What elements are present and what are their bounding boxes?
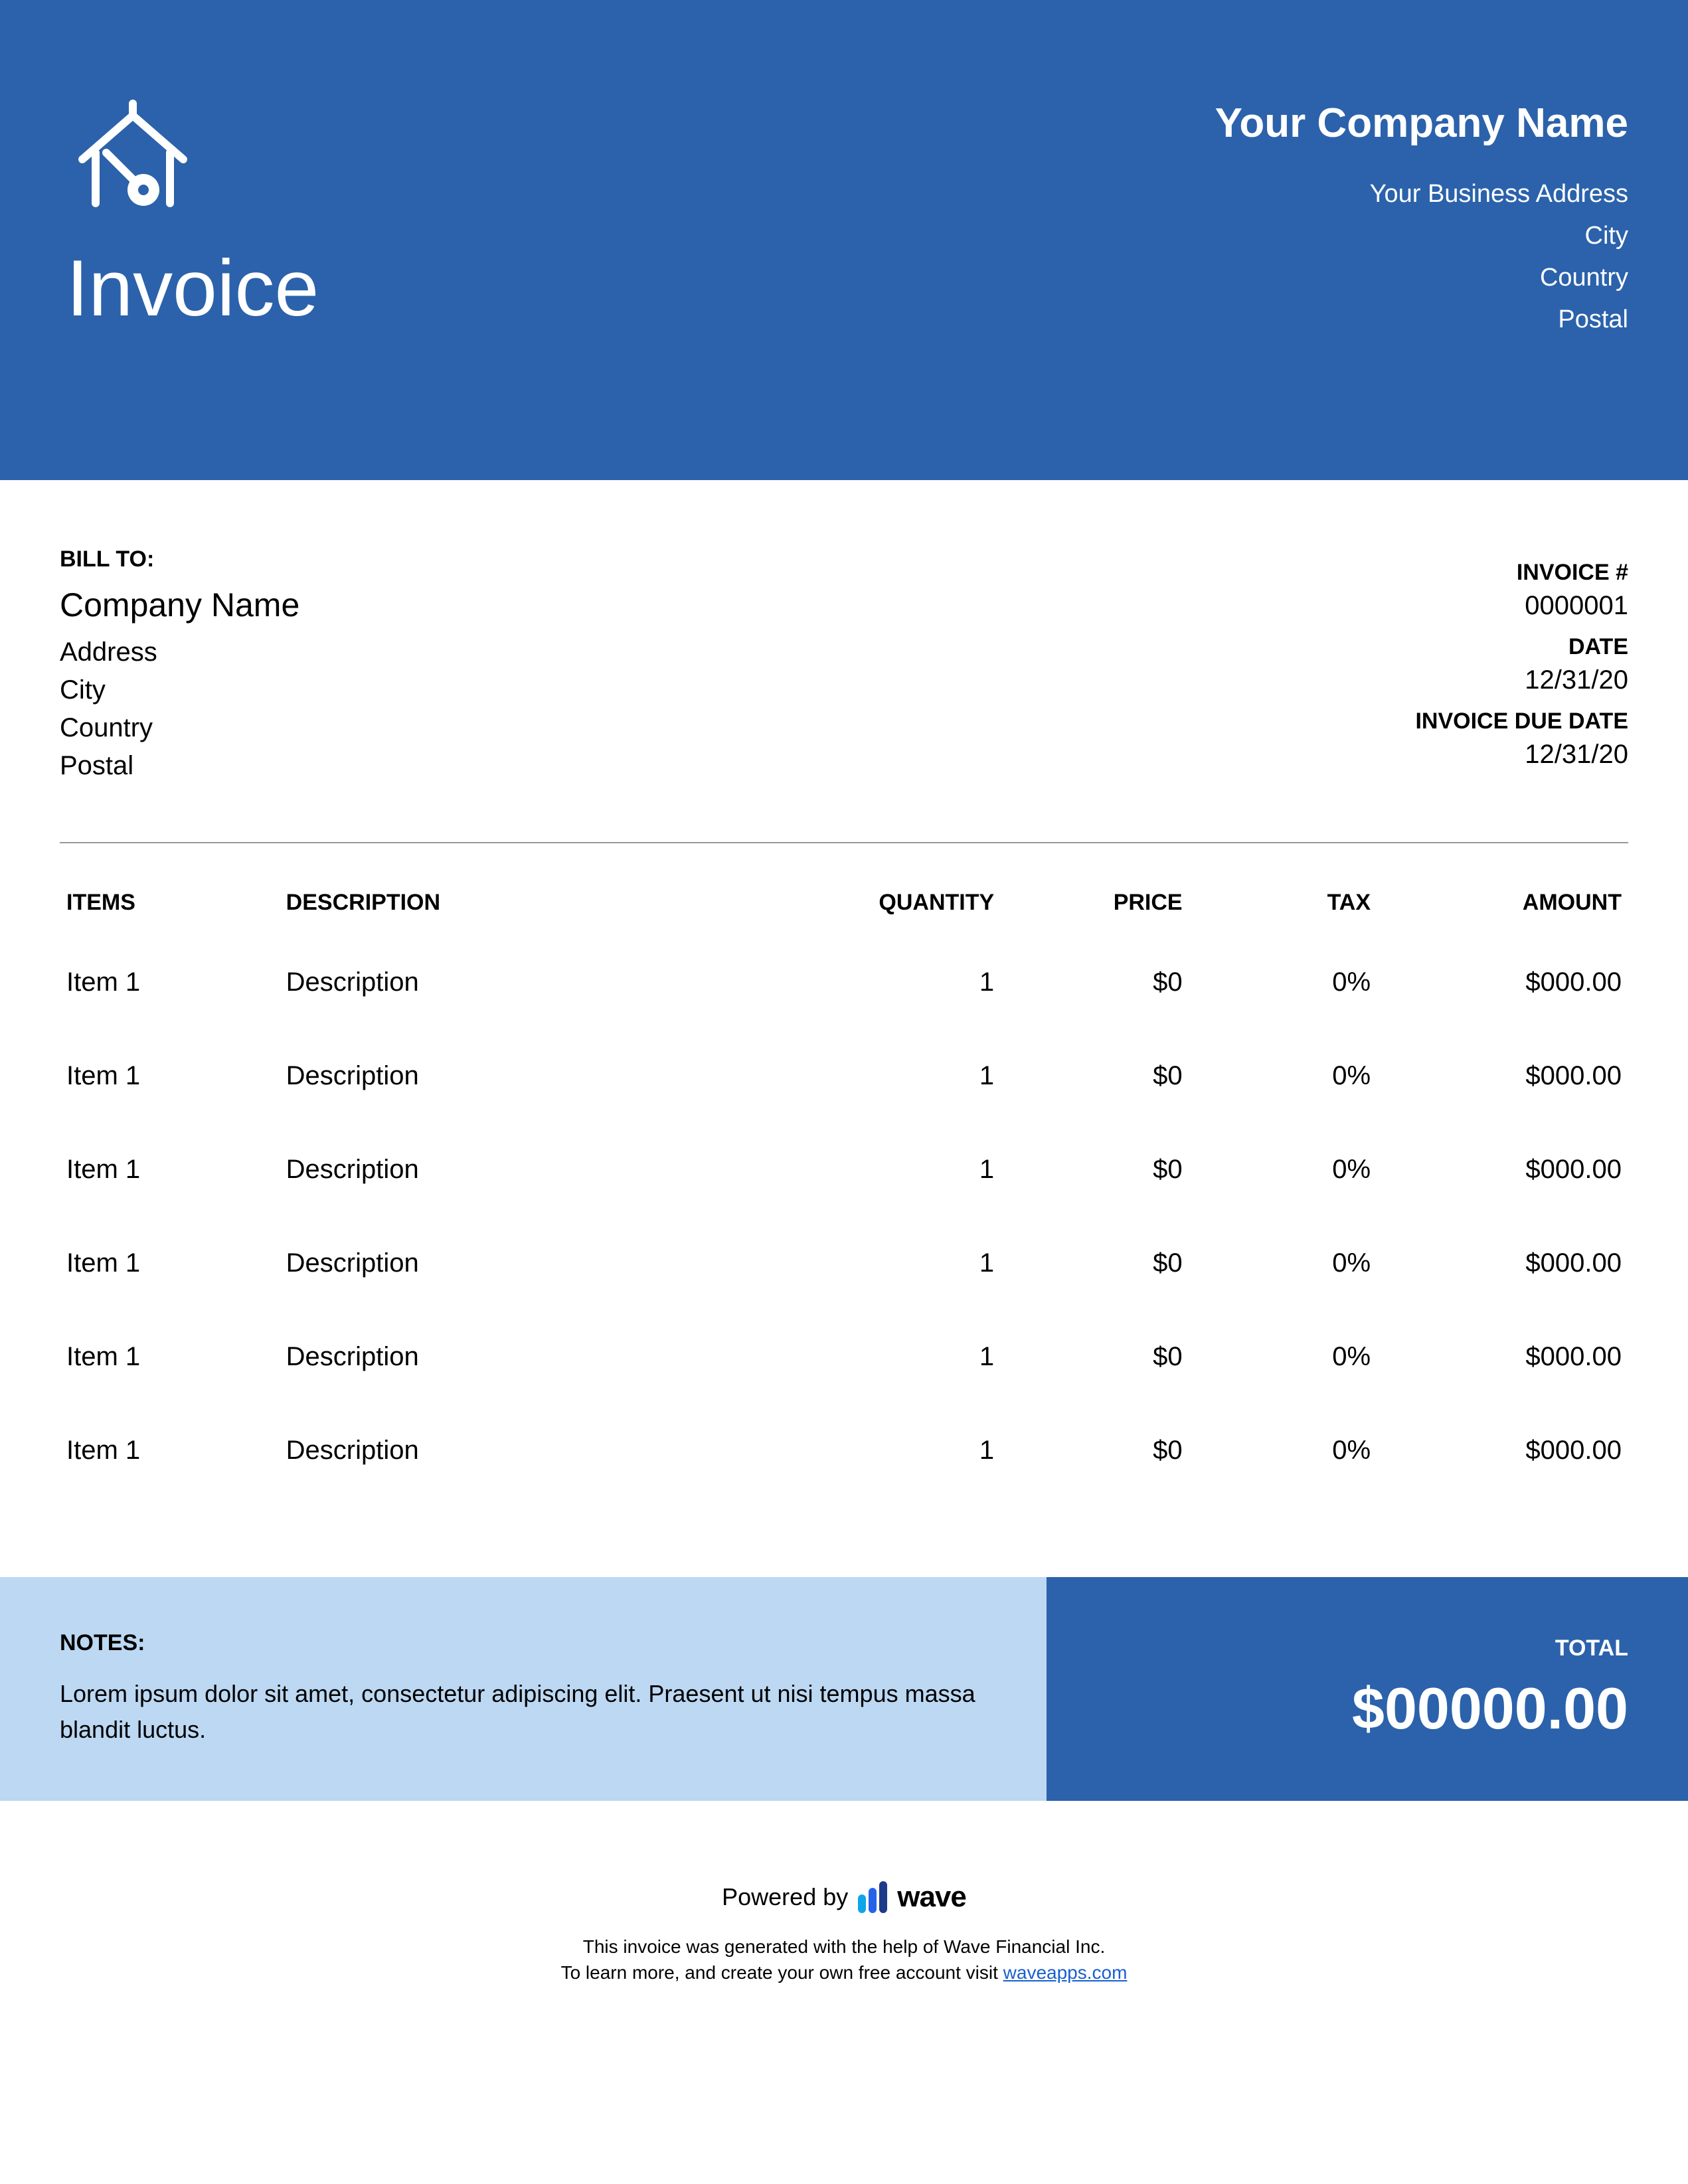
document-title: Invoice xyxy=(66,242,319,334)
fine-print: This invoice was generated with the help… xyxy=(0,1934,1688,1985)
table-row: Item 1Description1$00%$000.00 xyxy=(60,1123,1628,1217)
bill-to-postal: Postal xyxy=(60,751,299,781)
cell-tax: 0% xyxy=(1189,1123,1377,1217)
cell-quantity: 1 xyxy=(782,1404,1001,1497)
company-country: Country xyxy=(1215,264,1628,292)
fine-print-line2: To learn more, and create your own free … xyxy=(0,1960,1688,1985)
bill-to-address: Address xyxy=(60,637,299,667)
company-postal: Postal xyxy=(1215,305,1628,334)
cell-quantity: 1 xyxy=(782,1310,1001,1404)
th-items: ITEMS xyxy=(60,870,280,936)
invoice-number: 0000001 xyxy=(1415,591,1628,621)
cell-price: $0 xyxy=(1001,1217,1189,1310)
table-row: Item 1Description1$00%$000.00 xyxy=(60,1404,1628,1497)
cell-description: Description xyxy=(280,1029,782,1123)
invoice-due-label: INVOICE DUE DATE xyxy=(1415,709,1628,734)
cell-tax: 0% xyxy=(1189,1310,1377,1404)
waveapps-link[interactable]: waveapps.com xyxy=(1003,1962,1128,1983)
items-table: ITEMS DESCRIPTION QUANTITY PRICE TAX AMO… xyxy=(60,870,1628,1497)
th-price: PRICE xyxy=(1001,870,1189,936)
total-block: TOTAL $00000.00 xyxy=(1047,1577,1688,1801)
divider xyxy=(60,842,1628,843)
powered-by: Powered by wave xyxy=(0,1881,1688,1914)
cell-tax: 0% xyxy=(1189,1217,1377,1310)
header-right: Your Company Name Your Business Address … xyxy=(1215,100,1628,347)
table-row: Item 1Description1$00%$000.00 xyxy=(60,936,1628,1029)
cell-tax: 0% xyxy=(1189,1404,1377,1497)
notes-label: NOTES: xyxy=(60,1630,987,1656)
cell-tax: 0% xyxy=(1189,1029,1377,1123)
cell-description: Description xyxy=(280,1310,782,1404)
cell-quantity: 1 xyxy=(782,1217,1001,1310)
company-name: Your Company Name xyxy=(1215,100,1628,147)
cell-price: $0 xyxy=(1001,1310,1189,1404)
cell-item: Item 1 xyxy=(60,936,280,1029)
invoice-date-label: DATE xyxy=(1415,634,1628,660)
bill-to-city: City xyxy=(60,675,299,705)
cell-amount: $000.00 xyxy=(1377,1404,1628,1497)
company-city: City xyxy=(1215,222,1628,250)
cell-price: $0 xyxy=(1001,1029,1189,1123)
table-row: Item 1Description1$00%$000.00 xyxy=(60,1029,1628,1123)
cell-description: Description xyxy=(280,936,782,1029)
cell-amount: $000.00 xyxy=(1377,1123,1628,1217)
th-description: DESCRIPTION xyxy=(280,870,782,936)
powered-by-text: Powered by xyxy=(722,1883,848,1911)
cell-item: Item 1 xyxy=(60,1029,280,1123)
notes-block: NOTES: Lorem ipsum dolor sit amet, conse… xyxy=(0,1577,1047,1801)
th-amount: AMOUNT xyxy=(1377,870,1628,936)
cell-quantity: 1 xyxy=(782,936,1001,1029)
invoice-header: Invoice Your Company Name Your Business … xyxy=(0,0,1688,480)
cell-description: Description xyxy=(280,1404,782,1497)
footer-block: NOTES: Lorem ipsum dolor sit amet, conse… xyxy=(0,1577,1688,1801)
invoice-meta-block: INVOICE # 0000001 DATE 12/31/20 INVOICE … xyxy=(1415,546,1628,789)
th-tax: TAX xyxy=(1189,870,1377,936)
cell-quantity: 1 xyxy=(782,1123,1001,1217)
cell-item: Item 1 xyxy=(60,1123,280,1217)
fine-print-line1: This invoice was generated with the help… xyxy=(0,1934,1688,1960)
meta-section: BILL TO: Company Name Address City Count… xyxy=(0,480,1688,822)
cell-item: Item 1 xyxy=(60,1404,280,1497)
invoice-due-date: 12/31/20 xyxy=(1415,740,1628,770)
cell-item: Item 1 xyxy=(60,1310,280,1404)
cell-price: $0 xyxy=(1001,1123,1189,1217)
cell-amount: $000.00 xyxy=(1377,936,1628,1029)
bill-to-company: Company Name xyxy=(60,586,299,624)
cell-amount: $000.00 xyxy=(1377,1310,1628,1404)
total-amount: $00000.00 xyxy=(1106,1675,1628,1742)
cell-quantity: 1 xyxy=(782,1029,1001,1123)
table-row: Item 1Description1$00%$000.00 xyxy=(60,1217,1628,1310)
wave-logo-text: wave xyxy=(897,1881,966,1914)
house-key-icon xyxy=(66,100,319,222)
table-header-row: ITEMS DESCRIPTION QUANTITY PRICE TAX AMO… xyxy=(60,870,1628,936)
cell-price: $0 xyxy=(1001,936,1189,1029)
cell-amount: $000.00 xyxy=(1377,1029,1628,1123)
table-row: Item 1Description1$00%$000.00 xyxy=(60,1310,1628,1404)
header-left: Invoice xyxy=(66,100,319,334)
invoice-number-label: INVOICE # xyxy=(1415,560,1628,586)
cell-description: Description xyxy=(280,1123,782,1217)
company-address: Your Business Address xyxy=(1215,180,1628,209)
th-quantity: QUANTITY xyxy=(782,870,1001,936)
cell-price: $0 xyxy=(1001,1404,1189,1497)
bill-to-country: Country xyxy=(60,713,299,743)
bill-to-block: BILL TO: Company Name Address City Count… xyxy=(60,546,299,789)
bill-to-label: BILL TO: xyxy=(60,546,299,572)
cell-description: Description xyxy=(280,1217,782,1310)
cell-item: Item 1 xyxy=(60,1217,280,1310)
invoice-date: 12/31/20 xyxy=(1415,665,1628,695)
total-label: TOTAL xyxy=(1106,1636,1628,1661)
notes-text: Lorem ipsum dolor sit amet, consectetur … xyxy=(60,1676,987,1748)
wave-bars-icon xyxy=(858,1881,887,1913)
cell-amount: $000.00 xyxy=(1377,1217,1628,1310)
cell-tax: 0% xyxy=(1189,936,1377,1029)
